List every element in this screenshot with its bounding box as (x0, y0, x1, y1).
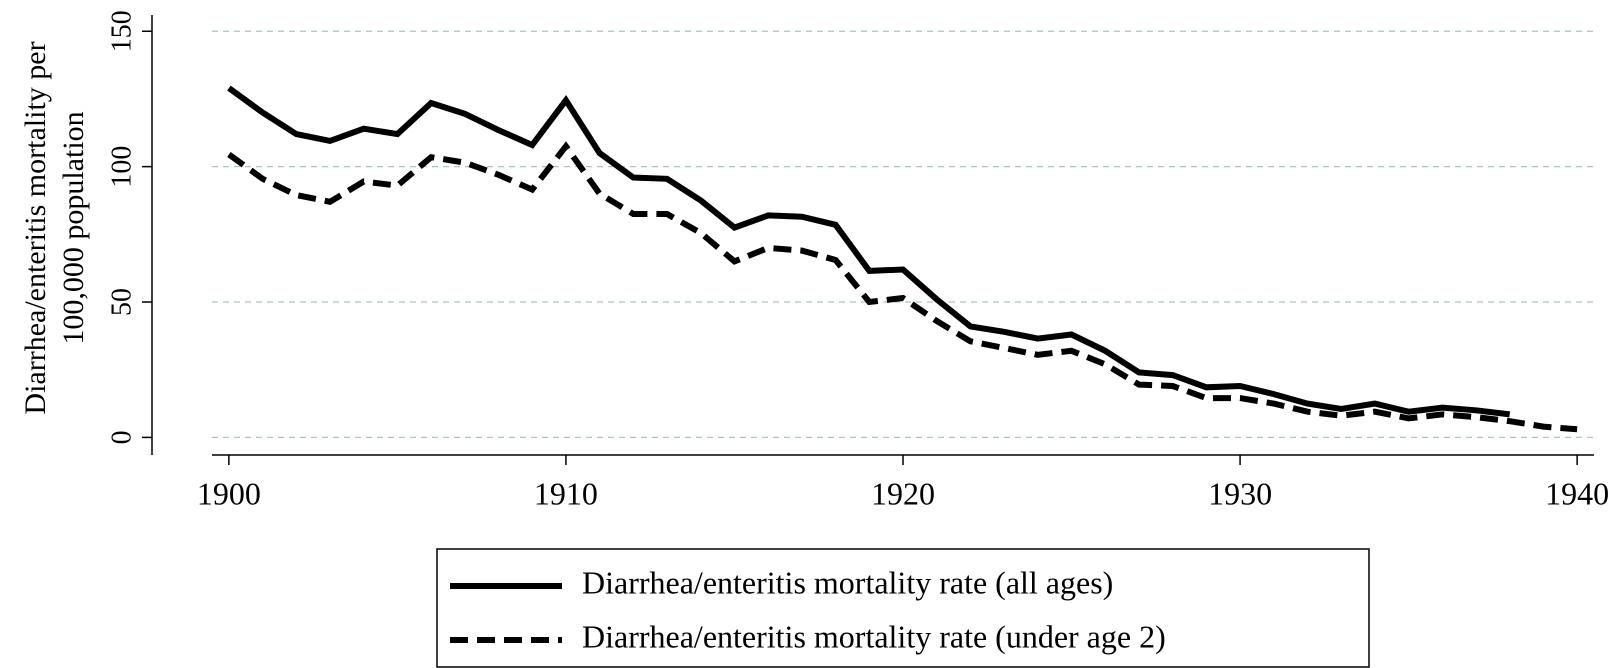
legend-box (436, 548, 1370, 668)
data-line (227, 85, 1511, 418)
y-axis-label: 100,000 population (57, 111, 90, 344)
legend-label: Diarrhea/enteritis mortality rate (under… (582, 618, 1166, 654)
y-tick-label: 150 (106, 10, 137, 52)
y-tick-label: 100 (106, 146, 137, 188)
x-tick-label: 1900 (197, 475, 261, 511)
data-line (227, 141, 1578, 433)
x-tick-label: 1940 (1545, 475, 1609, 511)
y-axis-label: Diarrhea/enteritis mortality per (19, 41, 52, 414)
y-tick-label: 0 (106, 430, 137, 444)
y-tick-label: 50 (106, 288, 137, 316)
x-tick-label: 1930 (1208, 475, 1272, 511)
x-tick-label: 1920 (871, 475, 935, 511)
legend-label: Diarrhea/enteritis mortality rate (all a… (582, 564, 1113, 600)
x-tick-label: 1910 (534, 475, 598, 511)
